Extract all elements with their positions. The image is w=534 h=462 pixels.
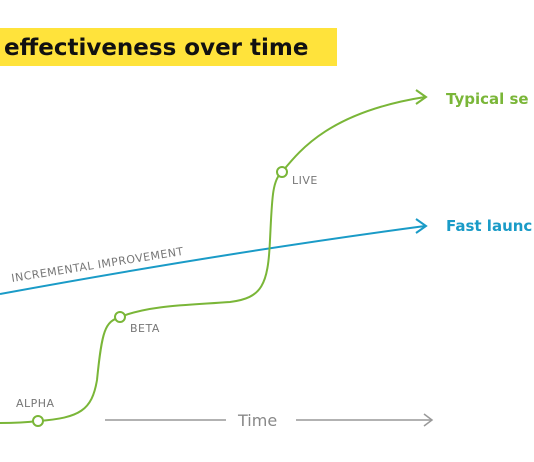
incremental-label: INCREMENTAL IMPROVEMENT — [10, 245, 184, 285]
milestone-label: LIVE — [292, 174, 318, 187]
fast-label: Fast launc — [446, 217, 532, 235]
milestone-dot — [32, 415, 44, 427]
title: effectiveness over time — [4, 35, 308, 61]
milestone-dot — [276, 166, 288, 178]
arrow-head — [415, 89, 428, 105]
axis-label: Time — [237, 411, 277, 430]
milestone-label: ALPHA — [16, 397, 55, 410]
typical-label: Typical se — [446, 90, 529, 108]
typical-curve — [0, 96, 426, 424]
arrow-head — [423, 413, 434, 427]
arrow-head — [415, 218, 428, 234]
milestone-dot — [114, 311, 126, 323]
milestone-label: BETA — [130, 322, 160, 335]
fast-launch-line — [0, 225, 426, 295]
title-bg — [0, 28, 337, 66]
